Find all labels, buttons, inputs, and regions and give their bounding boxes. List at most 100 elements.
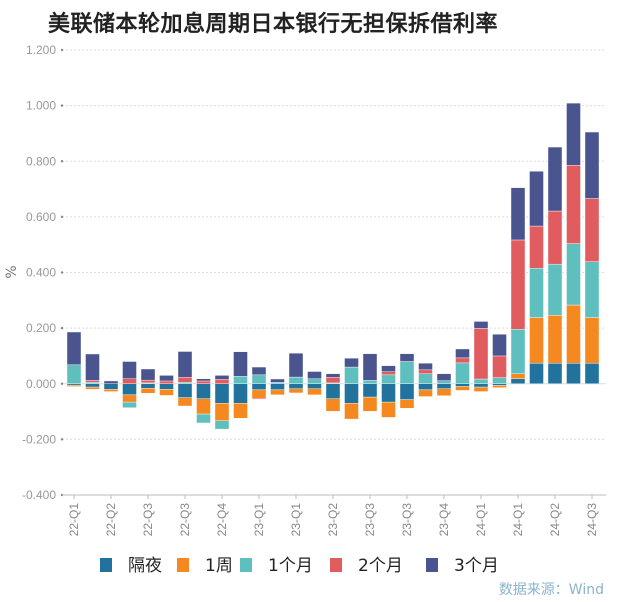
bar-stack [85,353,100,390]
bar-segment-2 [177,382,193,384]
y-tick-mark [60,382,64,385]
bar-segment-4 [103,380,119,384]
bar-stack [122,361,137,408]
bar-segment-4 [325,373,341,378]
y-tick-label: 0.600 [26,210,56,224]
legend-label: 3个月 [454,556,499,576]
bar-segment-0 [85,383,100,388]
bar-stack [251,366,267,400]
bar-stack [566,102,581,384]
bar-segment-1 [233,403,248,419]
bar-segment-0 [140,383,156,389]
x-tick-label: 23-Q3 [400,503,414,537]
x-tick-label: 23-Q3 [363,503,377,537]
bar-segment-1 [362,396,378,412]
bar-segment-4 [473,321,489,329]
bar-segment-3 [140,379,156,384]
y-tick-mark [60,104,64,107]
bar-segment-3 [251,398,267,400]
bar-segment-4 [196,378,211,382]
bar-stack [325,373,341,412]
bar-segment-4 [122,361,137,379]
bar-segment-1 [584,317,600,364]
bar-segment-4 [566,102,581,166]
x-tick-label: 23-Q1 [289,503,303,537]
bar-segment-1 [381,401,396,418]
legend: 隔夜 1周 1个月 2个月 3个月 [100,556,499,576]
bar-segment-2 [473,378,489,384]
bar-segment-3 [418,369,433,374]
bar-segment-2 [455,362,470,384]
bar-segment-3 [214,379,230,384]
bar-segment-3 [325,377,341,384]
bar-stack [529,171,544,384]
bar-stack [455,348,470,391]
y-tick-label: 1.000 [26,99,56,113]
legend-item[interactable]: 2个月 [330,556,403,576]
x-tick-label: 23-Q4 [437,503,451,537]
bar-segment-2 [566,243,581,306]
bar-segment-2 [547,263,563,316]
bar-segment-4 [455,348,470,359]
bar-segment-1 [103,389,119,392]
bar-segment-2 [362,380,378,384]
bar-segment-3 [584,198,600,262]
bar-segment-4 [547,146,563,212]
bar-segment-3 [159,380,174,384]
bar-stack [399,353,415,409]
bar-segment-2 [214,420,230,430]
bar-segment-3 [529,225,544,269]
x-tick-label: 22-Q3 [178,503,192,537]
bar-stack [177,351,193,407]
bar-segment-0 [307,383,322,389]
y-tick-label: 0.400 [26,266,56,280]
legend-item[interactable]: 3个月 [426,556,499,576]
bar-segment-4 [436,373,452,381]
bar-segment-3 [566,165,581,244]
bar-segment-4 [177,351,193,378]
bar-segment-4 [307,371,322,379]
bar-stack [214,375,230,430]
y-tick-mark [60,271,64,274]
legend-label: 2个月 [358,556,403,576]
y-tick-mark [60,326,64,330]
legend-swatch [100,558,112,572]
x-tick-label: 24-Q1 [474,503,488,537]
bar-segment-4 [85,353,100,381]
bar-segment-2 [307,378,322,384]
bar-stack [159,375,174,396]
y-tick-label: 0.800 [26,154,56,168]
legend-item[interactable]: 1周 [177,556,233,576]
bar-segment-4 [362,353,378,381]
bar-segment-0 [325,383,341,399]
bar-stack [288,352,304,394]
bar-segment-4 [344,357,359,368]
x-tick-label: 24-Q1 [511,503,525,537]
y-tick-mark [60,48,64,52]
legend-item[interactable]: 1个月 [240,556,313,576]
legend-swatch [177,558,189,572]
x-tick-label: 22-Q1 [67,503,81,537]
bar-stack [473,321,489,392]
legend-item[interactable]: 隔夜 [100,556,162,576]
bar-segment-4 [510,187,526,241]
bar-stack [140,368,156,394]
bar-segment-1 [196,398,211,415]
bar-stack [196,378,211,424]
bar-segment-0 [399,383,415,400]
bar-segment-3 [381,371,396,376]
bar-stack [418,362,433,397]
bar-segment-2 [288,376,304,384]
y-tick-label: 0.200 [26,321,56,335]
legend-swatch [330,558,342,572]
bar-segment-0 [66,383,82,386]
x-axis: 22-Q1 22-Q2 22-Q3 22-Q3 22-Q4 23-Q1 23-Q1 23-Q2… [62,494,606,537]
bar-stack [547,146,563,384]
bar-segment-2 [122,401,137,408]
bar-segment-3 [547,210,563,265]
bar-segment-0 [381,383,396,403]
y-axis: 1.200 1.000 0.800 0.600 0.400 0.200 0.000 -0.20… [22,43,64,502]
bar-segment-0 [566,362,581,384]
bar-segment-1 [473,386,489,392]
